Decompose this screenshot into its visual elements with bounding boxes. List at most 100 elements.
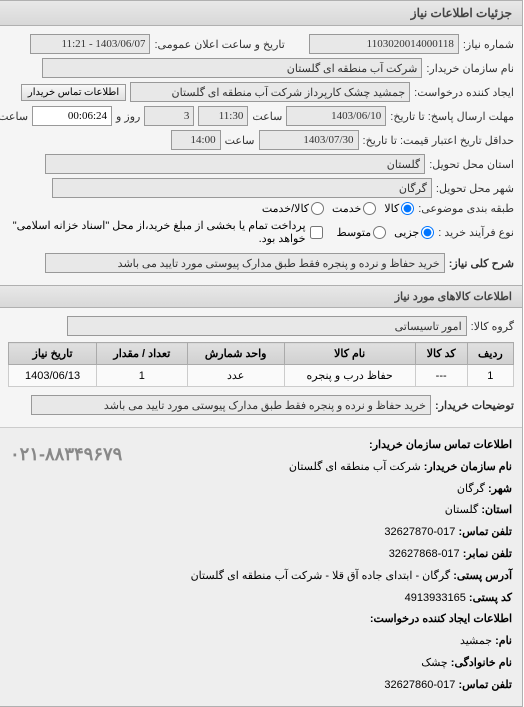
contact-city: شهر: گرگان — [11, 480, 513, 500]
contact-phone: تلفن تماس: 017-32627870 — [11, 523, 513, 543]
province-input — [46, 154, 426, 174]
th-qty: تعداد / مقدار — [98, 343, 189, 365]
contact-req-phone: تلفن تماس: 017-32627860 — [11, 676, 513, 696]
category-goods-radio-input[interactable] — [402, 202, 415, 215]
cell-unit: عدد — [188, 365, 285, 387]
goods-group-input — [68, 316, 468, 336]
announce-date-label: تاریخ و ساعت اعلان عمومی: — [155, 38, 285, 51]
requester-input — [131, 82, 411, 102]
row-buyer-notes: توضیحات خریدار: — [9, 395, 515, 415]
row-buyer-name: نام سازمان خریدار: — [9, 58, 515, 78]
validity-time-label: ساعت — [226, 134, 256, 147]
row-request-number: شماره نیاز: تاریخ و ساعت اعلان عمومی: — [9, 34, 515, 54]
contact-org-value: شرکت آب منطقه ای گلستان — [290, 461, 422, 473]
days-remaining-input — [145, 106, 195, 126]
province-label: استان محل تحویل: — [430, 158, 515, 171]
category-both-radio[interactable]: کالا/خدمت — [263, 202, 325, 215]
th-unit: واحد شمارش — [188, 343, 285, 365]
row-province: استان محل تحویل: — [9, 154, 515, 174]
process-medium-label: متوسط — [338, 226, 373, 239]
row-process: نوع فرآیند خرید : جزیی متوسط پرداخت تمام… — [9, 219, 515, 245]
process-medium-radio-input[interactable] — [374, 226, 387, 239]
buyer-notes-input — [32, 395, 432, 415]
remaining-label: ساعت باقی مانده — [0, 110, 29, 123]
goods-table: ردیف کد کالا نام کالا واحد شمارش تعداد /… — [9, 342, 515, 387]
category-label: طبقه بندی موضوعی: — [419, 202, 515, 215]
table-row: 1 --- حفاظ درب و پنجره عدد 1 1403/06/13 — [10, 365, 515, 387]
support-phone-watermark: ۰۲۱-۸۸۳۴۹۶۷۹ — [11, 438, 123, 470]
cell-code: --- — [416, 365, 468, 387]
row-requester: ایجاد کننده درخواست: اطلاعات تماس خریدار — [9, 82, 515, 102]
contact-fax-label: تلفن نمابر: — [464, 548, 513, 560]
announce-date-input — [31, 34, 151, 54]
category-goods-label: کالا — [385, 202, 400, 215]
request-number-label: شماره نیاز: — [464, 38, 515, 51]
city-label: شهر محل تحویل: — [437, 182, 515, 195]
contact-province-value: گلستان — [446, 504, 479, 516]
th-code: کد کالا — [416, 343, 468, 365]
deadline-time-input — [199, 106, 249, 126]
category-goods-radio[interactable]: کالا — [385, 202, 415, 215]
contact-postal-value: 4913933165 — [406, 592, 467, 604]
process-note: پرداخت تمام یا بخشی از مبلغ خرید،از محل … — [9, 219, 307, 245]
contact-postal: کد پستی: 4913933165 — [11, 589, 513, 609]
requester-label: ایجاد کننده درخواست: — [415, 86, 515, 99]
description-input — [46, 253, 446, 273]
contact-name-value: جمشید — [461, 635, 493, 647]
contact-fax: تلفن نمابر: 017-32627868 — [11, 545, 513, 565]
time-remaining-input — [33, 106, 113, 126]
deadline-label: مهلت ارسال پاسخ: تا تاریخ: — [391, 110, 515, 123]
treasury-checkbox-input[interactable] — [311, 226, 324, 239]
days-label: روز و — [117, 110, 141, 123]
requester-header: اطلاعات ایجاد کننده درخواست: — [11, 610, 513, 630]
contact-org-label: نام سازمان خریدار: — [425, 461, 513, 473]
category-service-radio[interactable]: خدمت — [333, 202, 377, 215]
contact-address: آدرس پستی: گرگان - ابتدای جاده آق قلا - … — [11, 567, 513, 587]
cell-qty: 1 — [98, 365, 189, 387]
category-both-radio-input[interactable] — [312, 202, 325, 215]
contact-buyer-button[interactable]: اطلاعات تماس خریدار — [22, 84, 127, 101]
city-input — [53, 178, 433, 198]
contact-req-phone-label: تلفن تماس: — [459, 679, 513, 691]
process-label: نوع فرآیند خرید : — [439, 226, 515, 239]
validity-date-input — [260, 130, 360, 150]
process-small-radio-input[interactable] — [422, 226, 435, 239]
contact-family-label: نام خانوادگی: — [452, 657, 513, 669]
goods-group-label: گروه کالا: — [472, 320, 515, 333]
process-radio-group: جزیی متوسط — [338, 226, 436, 239]
category-service-label: خدمت — [333, 202, 362, 215]
contact-name: نام: جمشید — [11, 632, 513, 652]
th-name: نام کالا — [285, 343, 416, 365]
row-category: طبقه بندی موضوعی: کالا خدمت کالا/خدمت — [9, 202, 515, 215]
category-both-label: کالا/خدمت — [263, 202, 310, 215]
contact-req-phone-value: 017-32627860 — [385, 679, 456, 691]
contact-city-value: گرگان — [458, 483, 486, 495]
cell-row: 1 — [468, 365, 514, 387]
process-medium-radio[interactable]: متوسط — [338, 226, 388, 239]
deadline-time-label: ساعت — [253, 110, 283, 123]
description-label: شرح کلی نیاز: — [450, 257, 515, 270]
buyer-notes-label: توضیحات خریدار: — [436, 399, 515, 412]
deadline-date-input — [287, 106, 387, 126]
cell-name: حفاظ درب و پنجره — [285, 365, 416, 387]
validity-time-input — [172, 130, 222, 150]
contact-name-label: نام: — [496, 635, 513, 647]
contact-postal-label: کد پستی: — [470, 592, 513, 604]
row-validity: حداقل تاریخ اعتبار قیمت: تا تاریخ: ساعت — [9, 130, 515, 150]
contact-fax-value: 017-32627868 — [390, 548, 461, 560]
row-city: شهر محل تحویل: — [9, 178, 515, 198]
contact-province: استان: گلستان — [11, 501, 513, 521]
details-panel: جزئیات اطلاعات نیاز شماره نیاز: تاریخ و … — [0, 0, 524, 707]
process-small-label: جزیی — [395, 226, 420, 239]
request-number-input — [310, 34, 460, 54]
row-description: شرح کلی نیاز: — [9, 253, 515, 273]
category-service-radio-input[interactable] — [364, 202, 377, 215]
contact-family-value: چشک — [422, 657, 448, 669]
row-goods-group: گروه کالا: — [9, 316, 515, 336]
contact-section: اطلاعات تماس سازمان خریدار: نام سازمان خ… — [1, 427, 523, 706]
contact-city-label: شهر: — [489, 483, 513, 495]
goods-section-body: گروه کالا: ردیف کد کالا نام کالا واحد شم… — [1, 308, 523, 427]
process-small-radio[interactable]: جزیی — [395, 226, 435, 239]
treasury-checkbox[interactable]: پرداخت تمام یا بخشی از مبلغ خرید،از محل … — [9, 219, 324, 245]
th-row: ردیف — [468, 343, 514, 365]
